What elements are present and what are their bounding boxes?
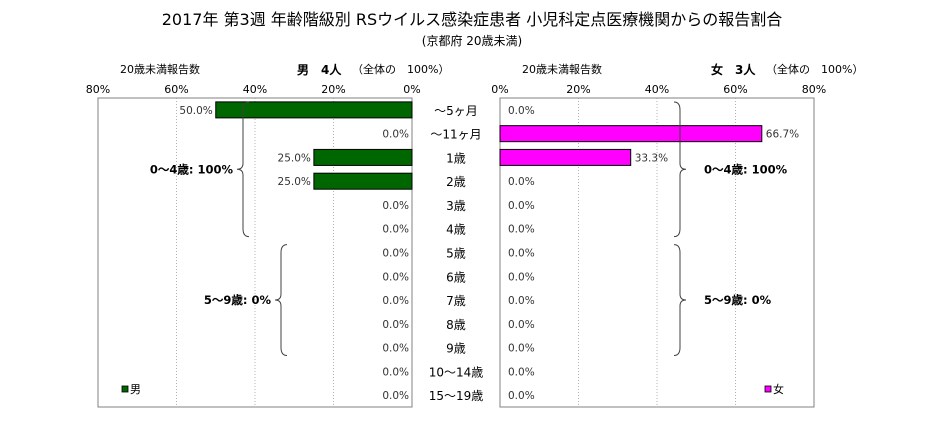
chart-title: 2017年 第3週 年齢階級別 RSウイルス感染症患者 小児科定点医療機関からの… (161, 10, 783, 29)
female-value-label: 0.0% (508, 248, 535, 260)
female-value-label: 33.3% (635, 152, 668, 164)
age-category-label: 5歳 (446, 247, 466, 261)
male-group-brace (274, 244, 288, 356)
age-category-label: 9歳 (446, 342, 466, 356)
male-value-label: 25.0% (278, 152, 311, 164)
female-group-label: 0～4歳: 100% (704, 162, 788, 176)
female-value-label: 0.0% (508, 105, 535, 117)
age-category-label: 10～14歳 (429, 365, 484, 379)
female-group-brace (673, 101, 687, 238)
male-tick-label: 20% (321, 83, 345, 96)
age-category-label: 15～19歳 (429, 389, 484, 403)
female-value-label: 66.7% (766, 129, 799, 141)
female-tick-label: 80% (802, 83, 826, 96)
female-value-label: 0.0% (508, 176, 535, 188)
female-tick-label: 20% (566, 83, 590, 96)
male-tick-label: 0% (403, 83, 420, 96)
male-value-label: 0.0% (382, 319, 409, 331)
male-legend-swatch (121, 385, 129, 393)
male-header-total: 男 4人 (297, 63, 342, 77)
female-value-label: 0.0% (508, 366, 535, 378)
male-value-label: 25.0% (278, 176, 311, 188)
female-header-total: 女 3人 (711, 63, 756, 77)
male-group-label: 0～4歳: 100% (150, 162, 234, 176)
male-tick-label: 80% (86, 83, 110, 96)
age-category-label: 7歳 (446, 294, 466, 308)
age-category-label: ～11ヶ月 (430, 128, 481, 142)
female-tick-label: 60% (723, 83, 747, 96)
male-value-label: 0.0% (382, 390, 409, 402)
female-group-brace (673, 244, 687, 356)
female-legend-swatch (764, 385, 772, 393)
female-bar (499, 125, 763, 143)
female-legend-label: 女 (773, 382, 784, 396)
male-value-label: 0.0% (382, 366, 409, 378)
male-header-share: （全体の 100%） (352, 63, 450, 76)
female-tick-label: 40% (645, 83, 669, 96)
female-value-label: 0.0% (508, 200, 535, 212)
female-value-label: 0.0% (508, 319, 535, 331)
male-bar (313, 172, 413, 190)
age-category-label: ～5ヶ月 (434, 104, 478, 118)
female-value-label: 0.0% (508, 343, 535, 355)
female-value-label: 0.0% (508, 390, 535, 402)
age-category-label: 3歳 (446, 199, 466, 213)
male-value-label: 0.0% (382, 248, 409, 260)
chart-subtitle: (京都府 20歳未満) (421, 34, 523, 48)
male-value-label: 0.0% (382, 271, 409, 283)
age-category-label: 4歳 (446, 223, 466, 237)
female-header-share: （全体の 100%） (766, 63, 864, 76)
male-value-label: 0.0% (382, 129, 409, 141)
male-legend-label: 男 (130, 383, 141, 396)
age-category-label: 1歳 (446, 151, 466, 165)
male-plot-area (97, 97, 413, 408)
male-value-label: 0.0% (382, 343, 409, 355)
male-group-brace (236, 101, 250, 238)
male-bar (215, 101, 413, 119)
male-tick-label: 40% (243, 83, 267, 96)
female-header-count-label: 20歳未満報告数 (522, 63, 602, 76)
male-value-label: 50.0% (179, 105, 212, 117)
male-value-label: 0.0% (382, 224, 409, 236)
female-group-label: 5～9歳: 0% (704, 293, 772, 307)
age-category-label: 8歳 (446, 318, 466, 332)
age-category-label: 2歳 (446, 175, 466, 189)
female-value-label: 0.0% (508, 224, 535, 236)
male-value-label: 0.0% (382, 200, 409, 212)
female-value-label: 0.0% (508, 295, 535, 307)
male-group-label: 5～9歳: 0% (204, 293, 272, 307)
male-tick-label: 60% (164, 83, 188, 96)
female-value-label: 0.0% (508, 271, 535, 283)
male-value-label: 0.0% (382, 295, 409, 307)
male-header-count-label: 20歳未満報告数 (120, 63, 200, 76)
female-tick-label: 0% (491, 83, 508, 96)
female-plot-area (499, 97, 815, 408)
age-category-label: 6歳 (446, 270, 466, 284)
female-bar (499, 148, 632, 166)
male-bar (313, 148, 413, 166)
